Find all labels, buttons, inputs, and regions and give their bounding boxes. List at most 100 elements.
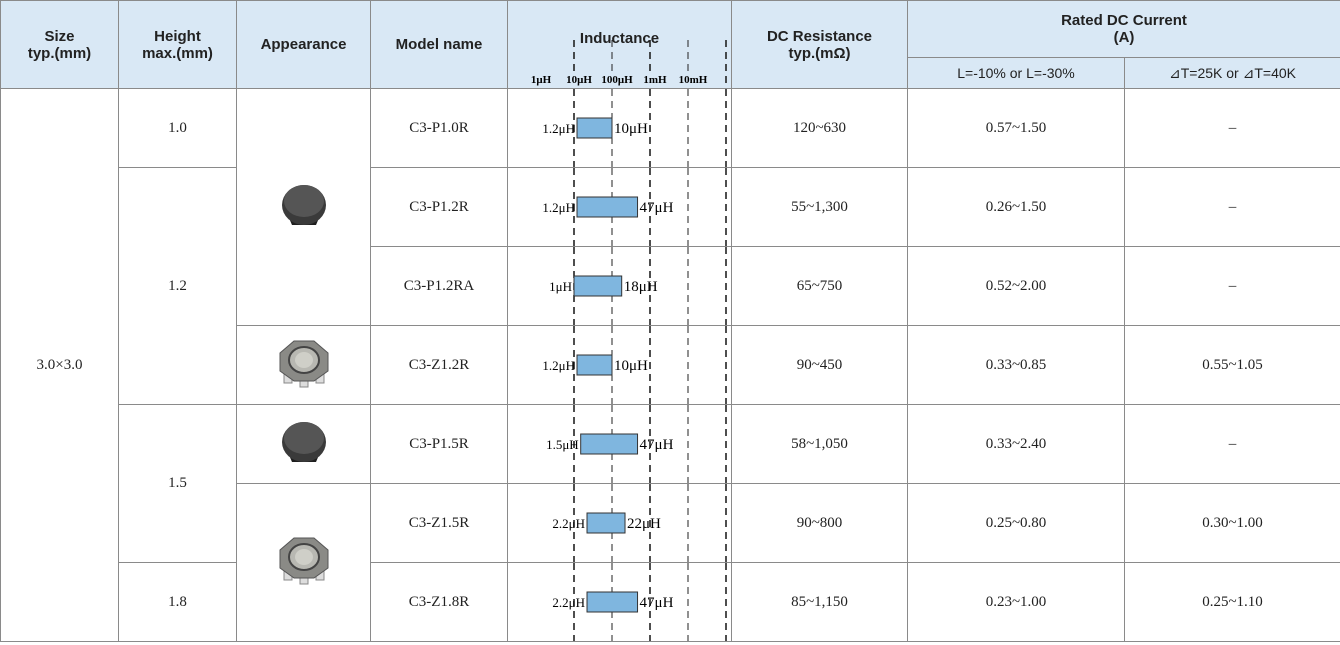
range-max: 47μH — [640, 437, 674, 453]
header-cell: Size typ.(mm) — [0, 0, 119, 89]
model-cell: C3-P1.0R — [370, 88, 508, 168]
header-text: Inductance — [579, 30, 660, 47]
label-bg — [560, 72, 598, 86]
scale-label: 1μH — [531, 74, 552, 86]
current-cell: – — [1123, 88, 1340, 168]
model-cell: C3-Z1.8R — [370, 562, 508, 642]
part-image — [279, 340, 328, 387]
range-max: 22μH — [627, 516, 661, 532]
current-cell: – — [1123, 404, 1340, 484]
range-max: 18μH — [624, 279, 658, 295]
appearance-cell — [236, 325, 371, 405]
range-bar — [573, 275, 623, 297]
range-min: 1.5μH — [546, 437, 579, 452]
part-core — [294, 351, 313, 368]
inductance-range: 1.2μH 47μH — [542, 168, 727, 246]
resistance-cell: 58~1,050 — [731, 404, 908, 484]
range-min: 2.2μH — [552, 516, 585, 531]
inductance-cell: 1.2μH 10μH — [507, 325, 732, 405]
scale-label: 1mH — [643, 74, 667, 86]
header-cell: Inductance 1μH 10μH 100μH 1mH 10mH — [507, 0, 732, 89]
range-max: 47μH — [640, 200, 674, 216]
current-cell: 0.25~1.10 — [1123, 562, 1340, 642]
current-cell: – — [1123, 246, 1340, 326]
inductance-cell: 1.2μH 47μH — [507, 167, 732, 247]
appearance-cell — [236, 88, 371, 326]
range-bar — [586, 512, 626, 534]
model-cell: C3-Z1.2R — [370, 325, 508, 405]
part-top — [283, 421, 324, 454]
header-cell: Model name — [370, 0, 508, 89]
header-cell: ⊿T=25K or ⊿T=40K — [1123, 57, 1340, 89]
current-cell: 0.33~0.85 — [907, 325, 1125, 405]
current-cell: 0.33~2.40 — [907, 404, 1125, 484]
table-row: 1.5 C3-P1.5R 1.5μH 47μH 58~1,050 0.33~2.40– — [1, 404, 1340, 563]
resistance-cell: 55~1,300 — [731, 167, 908, 247]
part-core — [294, 549, 313, 565]
inductance-cell: 2.2μH 22μH — [507, 483, 732, 563]
resistance-cell: 120~630 — [731, 88, 908, 168]
scale: 1μH 10μH 100μH 1mH 10mH — [522, 40, 727, 88]
part-image — [281, 184, 326, 225]
resistance-cell: 90~450 — [731, 325, 908, 405]
model-cell: C3-P1.5R — [370, 404, 508, 484]
range-min: 1μH — [549, 279, 572, 294]
height-cell: 1.2 — [118, 167, 237, 405]
scale-label: 100μH — [601, 74, 633, 86]
current-cell: – — [1123, 167, 1340, 247]
inductance-cell: 1.5μH 47μH — [507, 404, 732, 484]
height-cell: 1.5 — [118, 404, 237, 563]
range-min: 2.2μH — [552, 595, 585, 610]
current-cell: 0.57~1.50 — [907, 88, 1125, 168]
range-bar — [576, 117, 613, 139]
size-cell: 3.0×3.0 — [0, 88, 119, 642]
header-cell: L=-10% or L=-30% — [907, 57, 1125, 89]
range-max: 47μH — [640, 595, 674, 611]
range-max: 10μH — [614, 121, 648, 137]
height-cell: 1.8 — [118, 562, 237, 642]
header-cell: Height max.(mm) — [118, 0, 237, 89]
resistance-cell: 65~750 — [731, 246, 908, 326]
table-row: 1.8 C3-Z1.8R 2.2μH 47μH 85~1,150 0.23~1.00 0.2… — [1, 562, 1340, 642]
range-min: 1.2μH — [542, 200, 575, 215]
current-cell: 0.25~0.80 — [907, 483, 1125, 563]
current-cell: 0.30~1.00 — [1123, 483, 1340, 563]
resistance-cell: 85~1,150 — [731, 562, 908, 642]
part-image — [279, 537, 328, 585]
resistance-cell: 90~800 — [731, 483, 908, 563]
range-bar — [586, 591, 639, 613]
inductance-range: 1.2μH 10μH — [542, 326, 727, 404]
table-row: 1.2 C3-P1.2R 1.2μH 47μH 55~1,300 0.26~1.50– — [1, 167, 1340, 405]
current-cell: 0.52~2.00 — [907, 246, 1125, 326]
label-bg — [636, 72, 674, 86]
header-cell: Rated DC Current (A) — [906, 0, 1340, 58]
inductance-cell: 1.2μH 10μH — [507, 88, 732, 168]
inductance-range: 1.2μH 10μH — [542, 89, 727, 167]
range-bar — [580, 433, 639, 455]
table-body: 3.0×3.0 1.0 C3-P1.0R 1.2μH 10μH 120~630 0.57~1… — [0, 88, 1340, 642]
label-bg — [522, 72, 560, 86]
range-bar — [576, 354, 613, 376]
appearance-cell — [236, 404, 371, 484]
appearance-cell — [236, 483, 371, 642]
current-cell: 0.23~1.00 — [907, 562, 1125, 642]
current-cell: 0.55~1.05 — [1123, 325, 1340, 405]
current-cell: 0.26~1.50 — [907, 167, 1125, 247]
inductance-cell: 1μH 18μH — [507, 246, 732, 326]
height-cell: 1.0 — [118, 88, 237, 168]
range-max: 10μH — [614, 358, 648, 374]
header-cell: DC Resistance typ.(mΩ) — [731, 0, 908, 89]
model-cell: C3-Z1.5R — [370, 483, 508, 563]
scale-label: 10μH — [566, 74, 592, 86]
part-top — [283, 184, 324, 217]
inductance-range: 1.5μH 47μH — [546, 405, 727, 483]
inductance-cell: 2.2μH 47μH — [507, 562, 732, 642]
range-bar — [576, 196, 639, 218]
label-bg — [598, 72, 636, 86]
range-min: 1.2μH — [542, 121, 575, 136]
label-bg — [674, 72, 712, 86]
table-row: C3-P1.2RA 1μH 18μH 65~750 0.52~2.00– — [1, 246, 1340, 326]
table-row: 3.0×3.0 1.0 C3-P1.0R 1.2μH 10μH 120~630 0.57~1… — [0, 88, 1340, 642]
